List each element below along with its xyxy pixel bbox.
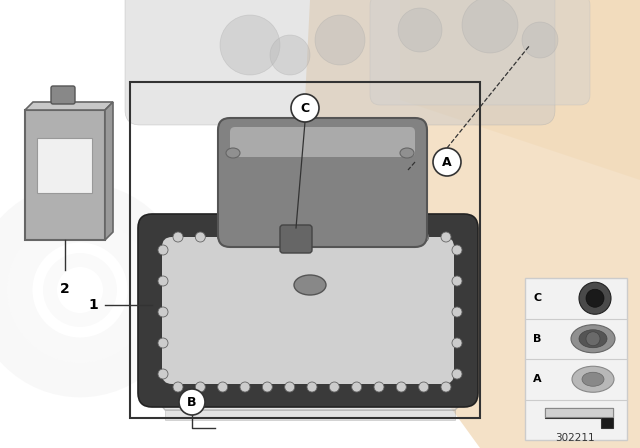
Ellipse shape [572, 366, 614, 392]
Polygon shape [25, 102, 113, 110]
Circle shape [270, 35, 310, 75]
Ellipse shape [226, 148, 240, 158]
Circle shape [240, 382, 250, 392]
Polygon shape [545, 408, 613, 417]
Circle shape [240, 232, 250, 242]
Circle shape [396, 232, 406, 242]
Circle shape [452, 245, 462, 255]
FancyBboxPatch shape [230, 127, 415, 157]
Polygon shape [165, 410, 455, 420]
Circle shape [173, 382, 183, 392]
Text: C: C [533, 293, 541, 303]
FancyBboxPatch shape [370, 0, 590, 105]
Circle shape [307, 382, 317, 392]
Circle shape [374, 382, 384, 392]
Polygon shape [105, 102, 113, 240]
Text: 302211: 302211 [555, 433, 595, 443]
Circle shape [433, 148, 461, 176]
FancyBboxPatch shape [162, 237, 454, 384]
Circle shape [452, 276, 462, 286]
Circle shape [173, 232, 183, 242]
Circle shape [452, 307, 462, 317]
Circle shape [330, 232, 339, 242]
Text: B: B [188, 396, 196, 409]
Circle shape [220, 15, 280, 75]
Circle shape [586, 289, 604, 307]
FancyBboxPatch shape [218, 118, 427, 247]
Bar [25, 110, 105, 240]
Circle shape [179, 389, 205, 415]
Circle shape [441, 232, 451, 242]
Circle shape [218, 232, 228, 242]
Text: A: A [442, 155, 452, 168]
Text: C: C [300, 102, 310, 115]
FancyBboxPatch shape [125, 0, 555, 125]
Circle shape [586, 332, 600, 346]
Bar [525, 278, 627, 440]
Circle shape [285, 382, 294, 392]
Circle shape [195, 232, 205, 242]
Text: 2: 2 [60, 282, 70, 296]
FancyBboxPatch shape [51, 86, 75, 104]
Circle shape [158, 276, 168, 286]
Circle shape [262, 232, 273, 242]
Circle shape [195, 382, 205, 392]
Circle shape [218, 382, 228, 392]
Circle shape [158, 245, 168, 255]
Ellipse shape [579, 330, 607, 348]
Polygon shape [165, 255, 455, 400]
Text: A: A [533, 374, 541, 384]
Circle shape [522, 22, 558, 58]
Polygon shape [400, 0, 640, 180]
Circle shape [285, 232, 294, 242]
Polygon shape [545, 408, 613, 428]
Circle shape [396, 382, 406, 392]
Circle shape [462, 0, 518, 53]
Ellipse shape [400, 148, 414, 158]
Circle shape [452, 369, 462, 379]
Circle shape [307, 232, 317, 242]
Polygon shape [145, 235, 475, 410]
Circle shape [374, 232, 384, 242]
Circle shape [452, 338, 462, 348]
Circle shape [351, 382, 362, 392]
Text: B: B [533, 334, 541, 344]
Circle shape [441, 382, 451, 392]
Text: 1: 1 [88, 298, 98, 312]
Ellipse shape [571, 325, 615, 353]
FancyBboxPatch shape [138, 214, 478, 407]
Circle shape [315, 15, 365, 65]
Circle shape [419, 382, 429, 392]
Ellipse shape [582, 372, 604, 386]
FancyBboxPatch shape [280, 225, 312, 253]
Circle shape [262, 382, 273, 392]
Bar [37, 138, 92, 193]
Circle shape [330, 382, 339, 392]
Circle shape [419, 232, 429, 242]
Circle shape [158, 307, 168, 317]
Circle shape [351, 232, 362, 242]
Circle shape [291, 94, 319, 122]
Ellipse shape [294, 275, 326, 295]
Circle shape [158, 338, 168, 348]
Circle shape [158, 369, 168, 379]
Bar [130, 82, 480, 418]
Circle shape [579, 282, 611, 314]
Circle shape [398, 8, 442, 52]
Polygon shape [300, 0, 640, 448]
